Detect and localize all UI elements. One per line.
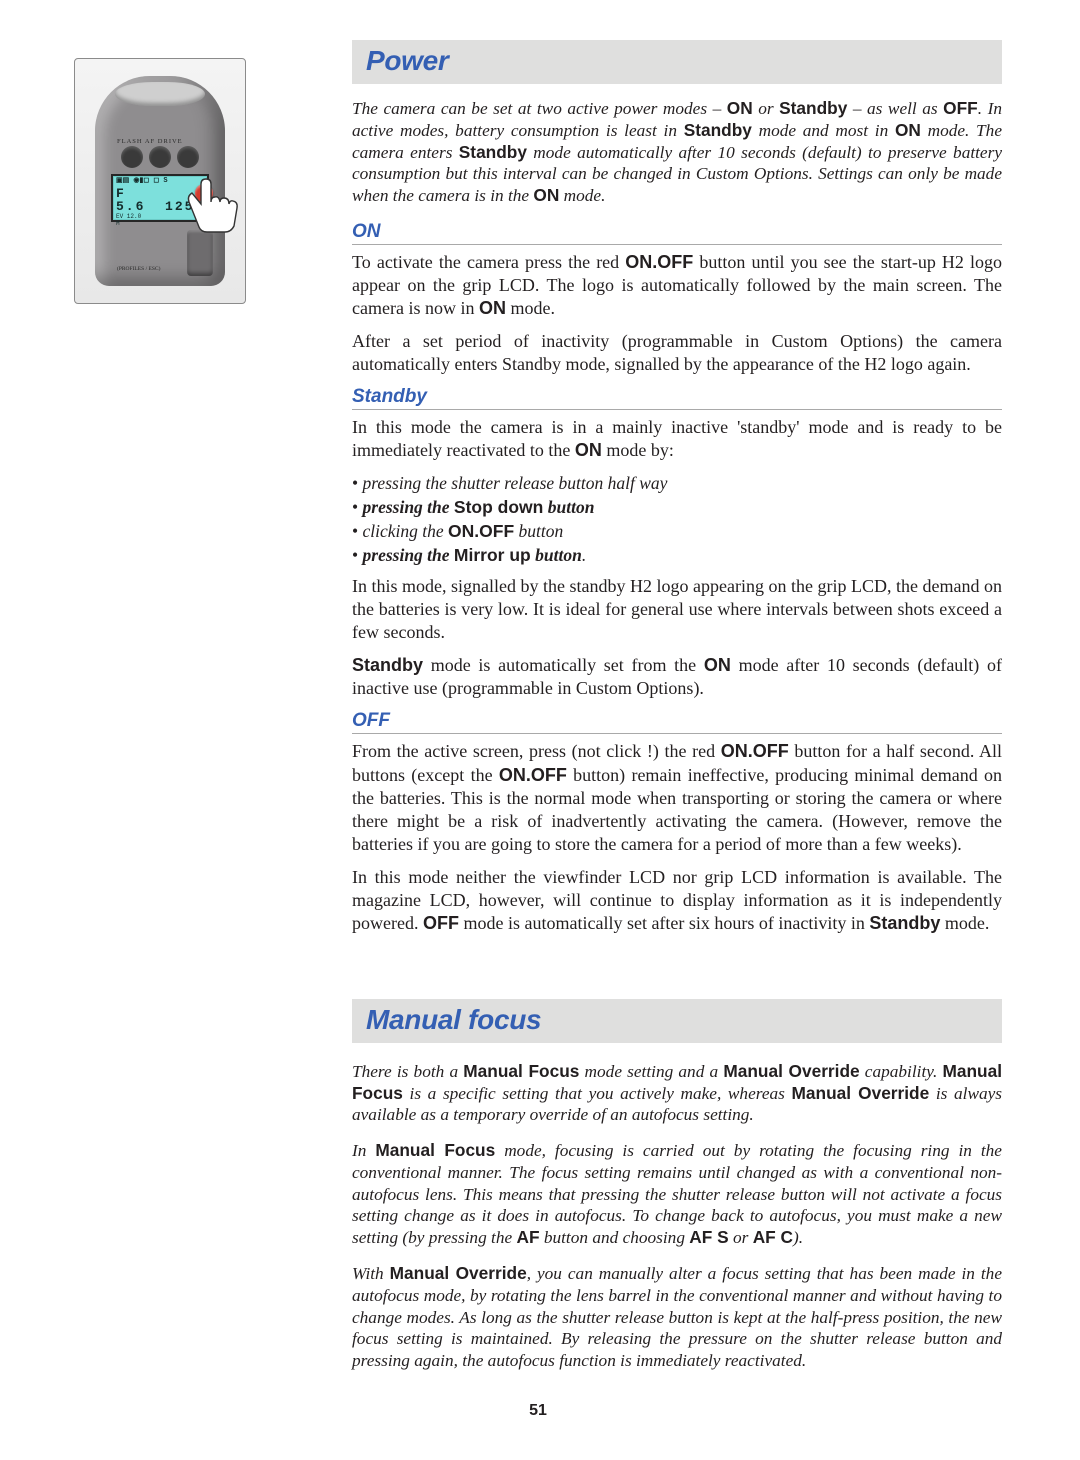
- onoff-label: ON.OFF: [199, 204, 220, 210]
- off-paragraph-1: From the active screen, press (not click…: [352, 740, 1002, 855]
- dial-icon: [177, 146, 199, 168]
- mf-paragraph-3: With Manual Override, you can manually a…: [352, 1263, 1002, 1372]
- list-item: pressing the shutter release button half…: [352, 472, 1002, 496]
- standby-bullet-list: pressing the shutter release button half…: [352, 472, 1002, 567]
- main-text-column: Power The camera can be set at two activ…: [352, 40, 1002, 1372]
- heading-off: OFF: [352, 710, 1002, 734]
- lcd-ev: EV 12.0: [116, 213, 141, 220]
- dial-icon: [121, 146, 143, 168]
- list-item: pressing the Stop down button: [352, 496, 1002, 520]
- section-title-power: Power: [352, 40, 1002, 84]
- on-paragraph-1: To activate the camera press the red ON.…: [352, 251, 1002, 320]
- mf-paragraph-2: In Manual Focus mode, focusing is carrie…: [352, 1140, 1002, 1249]
- onoff-button-icon: [195, 184, 213, 202]
- lcd-shutter: 125: [165, 199, 194, 214]
- on-paragraph-2: After a set period of inactivity (progra…: [352, 330, 1002, 376]
- standby-paragraph-2: In this mode, signalled by the standby H…: [352, 575, 1002, 644]
- standby-paragraph-1: In this mode the camera is in a mainly i…: [352, 416, 1002, 462]
- off-paragraph-2: In this mode neither the viewfinder LCD …: [352, 866, 1002, 935]
- heading-standby: Standby: [352, 386, 1002, 410]
- section-title-manual-focus: Manual focus: [352, 999, 1002, 1043]
- lcd-aperture: F 5.6: [116, 186, 145, 214]
- list-item: clicking the ON.OFF button: [352, 520, 1002, 544]
- list-item: pressing the Mirror up button.: [352, 544, 1002, 568]
- grip-top-label: FLASH AF DRIVE: [117, 138, 183, 145]
- standby-paragraph-3: Standby mode is automatically set from t…: [352, 654, 1002, 700]
- power-intro: The camera can be set at two active powe…: [352, 98, 1002, 207]
- heading-on: ON: [352, 221, 1002, 245]
- lcd-mode: M: [116, 220, 120, 227]
- mf-paragraph-1: There is both a Manual Focus mode settin…: [352, 1061, 1002, 1126]
- camera-grip-illustration: FLASH AF DRIVE ▣▤ ◉▮◻ ◻ S F 5.6 125 EV 1…: [74, 58, 246, 304]
- profiles-label: (PROFILES / ESC): [117, 266, 160, 272]
- manual-page: FLASH AF DRIVE ▣▤ ◉▮◻ ◻ S F 5.6 125 EV 1…: [0, 0, 1080, 1460]
- grip-lcd: ▣▤ ◉▮◻ ◻ S F 5.6 125 EV 12.0 M: [111, 174, 209, 222]
- page-number: 51: [74, 1402, 1002, 1420]
- dial-icon: [149, 146, 171, 168]
- lcd-icon-row: ▣▤ ◉▮◻ ◻ S: [116, 178, 204, 185]
- left-column: FLASH AF DRIVE ▣▤ ◉▮◻ ◻ S F 5.6 125 EV 1…: [74, 40, 314, 304]
